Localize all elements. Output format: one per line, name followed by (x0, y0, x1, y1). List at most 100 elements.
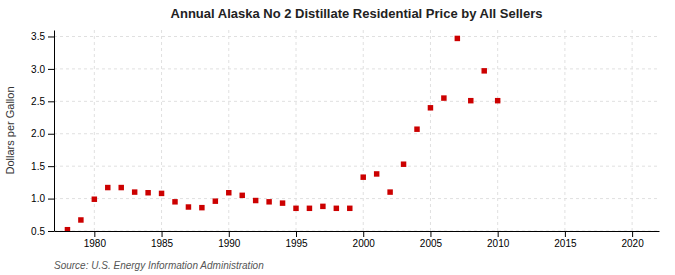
point (414, 126, 419, 131)
y-tick-label: 3.0 (31, 64, 45, 75)
point (239, 193, 244, 198)
x-tick: 1980 (84, 231, 107, 249)
x-tick: 2000 (353, 231, 376, 249)
point (78, 217, 83, 222)
y-tick: 1.5 (31, 161, 54, 172)
grid-line-y (54, 68, 659, 69)
x-tick-mark (363, 231, 364, 237)
point (145, 190, 150, 195)
point (428, 105, 433, 110)
y-tick: 3.5 (31, 31, 54, 42)
point (347, 206, 352, 211)
point (320, 204, 325, 209)
y-axis-line (54, 31, 55, 232)
grid-line-y (54, 231, 659, 232)
x-tick-mark (498, 231, 499, 237)
y-tick-mark (48, 199, 54, 200)
y-tick-mark (48, 69, 54, 70)
marks (65, 36, 501, 231)
y-tick: 0.5 (31, 226, 54, 237)
y-tick-label: 3.5 (31, 31, 45, 42)
point (132, 189, 137, 194)
point (455, 36, 460, 41)
x-tick-label: 2005 (420, 238, 443, 249)
point (213, 198, 218, 203)
point (118, 185, 123, 190)
point (186, 204, 191, 209)
grid-line-y (54, 166, 659, 167)
grid-line-x (632, 30, 633, 231)
y-tick-mark (48, 134, 54, 135)
y-tick: 2.0 (31, 128, 54, 139)
x-tick-mark (162, 231, 163, 237)
point (159, 191, 164, 196)
point (468, 98, 473, 103)
x-tick-label: 2015 (554, 238, 577, 249)
y-tick-label: 2.5 (31, 96, 45, 107)
plot: 1980 1985 1990 1995 2000 2005 2010 2015 2020 0.5 1… (31, 30, 659, 249)
grid-line-x (161, 30, 162, 231)
grid-line-y (54, 101, 659, 102)
point (172, 199, 177, 204)
grid-line-y (54, 133, 659, 134)
point (495, 98, 500, 103)
y-tick-label: 1.0 (31, 193, 45, 204)
x-tick-mark (430, 231, 431, 237)
y-tick: 1.0 (31, 193, 54, 204)
x-tick-label: 2020 (621, 238, 644, 249)
x-tick-label: 2010 (487, 238, 510, 249)
point (334, 206, 339, 211)
grid-line-x (363, 30, 364, 231)
x-tick-mark (229, 231, 230, 237)
point (105, 185, 110, 190)
grid-line-x (564, 30, 565, 231)
y-tick-label: 2.0 (31, 128, 45, 139)
x-tick: 1985 (151, 231, 174, 249)
y-tick-mark (48, 36, 54, 37)
grid-line-x (497, 30, 498, 231)
x-tick: 1990 (218, 231, 241, 249)
y-tick-mark (48, 231, 54, 232)
grid-line-x (228, 30, 229, 231)
x-tick-label: 1995 (285, 238, 308, 249)
x-tick: 1995 (285, 231, 308, 249)
y-axis-title: Dollars per Gallon (4, 86, 16, 174)
point (92, 196, 97, 201)
point (266, 199, 271, 204)
point (280, 200, 285, 205)
point (253, 198, 258, 203)
y-axis: 0.5 1.0 1.5 2.0 2.5 3.0 3.5 (31, 31, 54, 237)
y-tick-label: 1.5 (31, 161, 45, 172)
y-tick-mark (48, 101, 54, 102)
x-axis-line (55, 231, 660, 232)
chart: 1980 1985 1990 1995 2000 2005 2010 2015 2020 0.5 1… (0, 0, 675, 275)
x-tick-label: 1990 (218, 238, 241, 249)
point (481, 68, 486, 73)
x-tick: 2010 (487, 231, 510, 249)
y-tick-mark (48, 166, 54, 167)
annotation: Source: U.S. Energy Information Administ… (54, 260, 264, 271)
point (387, 189, 392, 194)
point (360, 174, 365, 179)
y-tick: 3.0 (31, 64, 54, 75)
grid-line-y (54, 198, 659, 199)
point (65, 227, 70, 231)
x-tick: 2005 (420, 231, 443, 249)
x-tick-label: 2000 (353, 238, 376, 249)
grid-line-x (296, 30, 297, 231)
x-tick-mark (632, 231, 633, 237)
x-tick-mark (94, 231, 95, 237)
point (401, 161, 406, 166)
x-tick-label: 1980 (84, 238, 107, 249)
y-tick: 2.5 (31, 96, 54, 107)
point (441, 95, 446, 100)
point (293, 206, 298, 211)
x-tick-mark (565, 231, 566, 237)
point (374, 171, 379, 176)
y-tick-label: 0.5 (31, 226, 45, 237)
grid-line-y (54, 36, 659, 37)
point (226, 190, 231, 195)
x-tick: 2015 (554, 231, 577, 249)
title: Annual Alaska No 2 Distillate Residentia… (171, 6, 543, 21)
x-axis: 1980 1985 1990 1995 2000 2005 2010 2015 2020 (55, 231, 660, 249)
